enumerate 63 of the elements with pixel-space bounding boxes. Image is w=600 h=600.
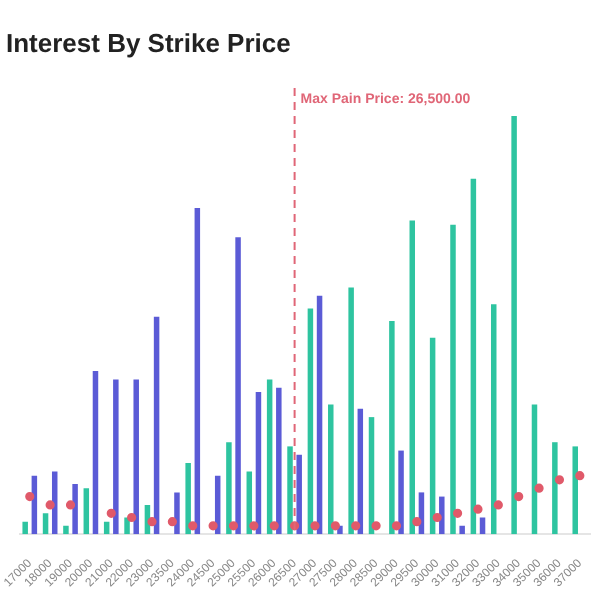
- bar: [266, 379, 273, 535]
- point: [330, 521, 340, 531]
- bar: [450, 224, 456, 535]
- bar: [479, 517, 486, 535]
- bar: [174, 492, 180, 535]
- bar: [316, 295, 323, 535]
- point: [167, 517, 177, 527]
- bar: [307, 308, 314, 535]
- point: [534, 483, 544, 493]
- chart-title: Interest By Strike Price: [6, 28, 291, 58]
- bar: [235, 237, 241, 535]
- bar: [92, 371, 99, 535]
- bar: [470, 178, 477, 535]
- bar: [124, 517, 130, 535]
- bar: [113, 379, 119, 535]
- bar: [153, 316, 160, 535]
- point: [371, 521, 381, 531]
- bar: [226, 442, 232, 535]
- bar: [552, 442, 558, 535]
- bar: [389, 320, 395, 535]
- point: [452, 508, 463, 518]
- point: [188, 521, 198, 531]
- point: [391, 521, 402, 531]
- bar: [409, 220, 416, 535]
- bar: [459, 525, 465, 535]
- bar: [42, 513, 49, 535]
- point: [351, 521, 361, 531]
- bar: [72, 484, 78, 535]
- bar: [133, 379, 139, 535]
- point: [127, 512, 137, 523]
- bar: [276, 387, 282, 535]
- bar: [287, 446, 293, 535]
- point: [310, 521, 320, 531]
- point: [25, 491, 35, 502]
- point: [106, 508, 116, 518]
- point: [208, 521, 218, 531]
- point: [432, 512, 442, 523]
- point: [147, 517, 157, 527]
- point: [514, 491, 524, 502]
- bar: [328, 404, 334, 535]
- bar: [63, 525, 69, 535]
- bar: [511, 116, 517, 535]
- point: [493, 500, 503, 510]
- point: [575, 471, 585, 481]
- point: [249, 521, 259, 531]
- bar: [490, 304, 497, 535]
- bar: [572, 446, 578, 535]
- point: [554, 475, 565, 485]
- bar: [185, 463, 191, 535]
- point: [412, 517, 422, 527]
- bar: [22, 521, 28, 535]
- point: [228, 521, 239, 531]
- point: [269, 521, 279, 531]
- bar: [194, 208, 201, 535]
- point: [65, 500, 76, 510]
- bar: [83, 488, 90, 535]
- bar: [439, 496, 445, 535]
- bar: [429, 337, 436, 535]
- bar: [348, 287, 354, 535]
- point: [45, 500, 55, 510]
- bar: [296, 454, 302, 535]
- bar: [398, 450, 404, 535]
- point: [473, 504, 483, 514]
